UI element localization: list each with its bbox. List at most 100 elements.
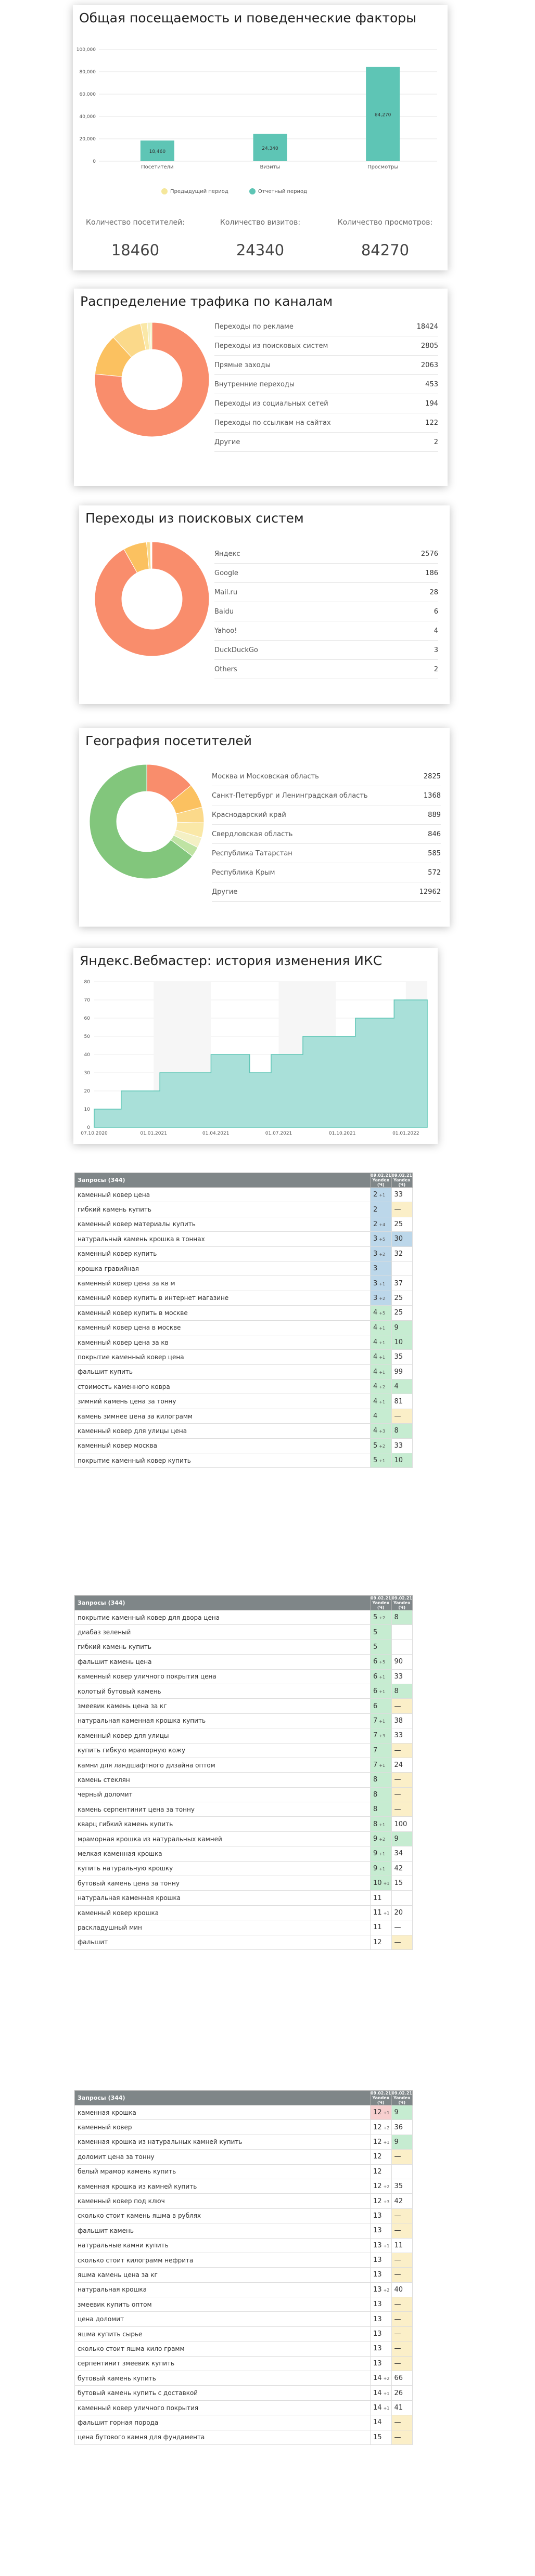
position-google-cell: — xyxy=(391,2326,413,2342)
position-google-cell: 24 xyxy=(391,1757,413,1773)
legend-row: Внутренние переходы 453 xyxy=(214,375,438,394)
position-value: 7 xyxy=(373,1761,378,1770)
position-delta: +1 xyxy=(379,1822,386,1827)
stat-value: 84270 xyxy=(361,241,410,259)
table-row: крошка гравийная 3 xyxy=(74,1260,413,1277)
position-cell: 4 +1 xyxy=(370,1320,392,1335)
position-delta: +2 xyxy=(383,2287,390,2293)
position-value: 6 xyxy=(373,1672,378,1681)
position-cell: 11 xyxy=(370,1920,392,1935)
stat-visitors: Количество посетителей: 18460 xyxy=(73,218,198,259)
table-row: камни для ландшафтного дизайна оптом 7 +1 2… xyxy=(74,1757,413,1773)
legend-row-label: Переходы по рекламе xyxy=(214,322,294,331)
table-header-cell[interactable]: 09.02.21 Yandex (Ч) xyxy=(391,1173,413,1188)
position-google-cell: 33 xyxy=(391,1187,413,1203)
bar-current[interactable] xyxy=(366,67,400,161)
legend-current[interactable]: Отчетный период xyxy=(249,188,307,194)
donut-slice[interactable] xyxy=(94,322,210,437)
position-google-cell: 25 xyxy=(391,1305,413,1321)
legend-row: Санкт-Петербург и Ленинградская область 1… xyxy=(212,786,441,805)
position-google-cell: — xyxy=(391,1408,413,1424)
legend-row: Google 186 xyxy=(214,564,438,583)
position-cell: 13 xyxy=(370,2223,392,2239)
traffic-channels-title: Распределение трафика по каналам xyxy=(80,294,333,309)
table-row: раскладушный мин 11 — xyxy=(74,1920,413,1935)
table-row: серпентинит змеевик купить 13 — xyxy=(74,2356,413,2372)
legend-row: Прямые заходы 2063 xyxy=(214,356,438,375)
x-tick-label: 01.07.2021 xyxy=(265,1131,292,1136)
position-cell: 11 +1 xyxy=(370,1905,392,1921)
iks-history-card: Яндекс.Вебмастер: история изменения ИКС … xyxy=(73,948,438,1144)
legend-row: Переходы по рекламе 18424 xyxy=(214,317,438,336)
table-row: яшма купить сырье 13 — xyxy=(74,2326,413,2342)
traffic-channel-list: Переходы по рекламе 18424 Переходы из поис… xyxy=(214,317,438,452)
position-value: 13 xyxy=(373,2285,382,2294)
y-tick-label: 10 xyxy=(84,1107,91,1112)
position-google-cell: — xyxy=(391,1202,413,1217)
table-header-cell[interactable]: 09.02.21 Yandex (Ч) xyxy=(370,2090,392,2105)
donut-slice[interactable] xyxy=(94,541,210,657)
table-header-cell[interactable]: Запросы (344) xyxy=(74,1595,371,1610)
position-value: 4 xyxy=(373,1412,378,1421)
legend-row-value: 585 xyxy=(428,849,441,857)
search-engines-card: Переходы из поисковых систем Яндекс 2576 G… xyxy=(79,505,450,704)
position-delta: +2 xyxy=(383,2184,390,2190)
geography-card: География посетителей Москва и Московска… xyxy=(79,728,450,927)
position-value: 12 xyxy=(373,2167,382,2176)
y-tick-label: 80 xyxy=(84,980,91,985)
position-cell: 7 +1 xyxy=(370,1713,392,1729)
legend-row-label: Yahoo! xyxy=(214,627,237,635)
legend-row-label: Другие xyxy=(212,888,238,896)
bar-value-label: 24,340 xyxy=(262,146,278,151)
stat-visits: Количество визитов: 24340 xyxy=(198,218,323,259)
position-value: 3 xyxy=(373,1250,378,1258)
position-google-cell xyxy=(391,1639,413,1655)
position-google-cell: 100 xyxy=(391,1816,413,1832)
query-cell: натуральные камни купить xyxy=(74,2237,371,2253)
bar-current[interactable] xyxy=(140,140,174,161)
position-google-cell: 26 xyxy=(391,2385,413,2401)
stat-label: Количество просмотров: xyxy=(337,218,433,227)
position-cell: 4 +1 xyxy=(370,1364,392,1380)
donut-slice[interactable] xyxy=(89,764,193,879)
table-row: каменный ковер уличного покрытия цена 6 +1… xyxy=(74,1669,413,1684)
position-value: 8 xyxy=(373,1820,378,1828)
table-header-cell[interactable]: Запросы (344) xyxy=(74,2090,371,2105)
y-tick-label: 60 xyxy=(84,1016,91,1021)
bar-current[interactable] xyxy=(253,134,287,161)
legend-row-value: 3 xyxy=(434,646,438,654)
position-value: 4 xyxy=(373,1368,378,1376)
y-tick-label: 30 xyxy=(84,1071,91,1076)
table-row: натуральная каменная крошка купить 7 +1 38 xyxy=(74,1713,413,1729)
position-delta: +1 xyxy=(379,1193,386,1198)
position-google-cell: — xyxy=(391,1934,413,1950)
position-value: 10 xyxy=(373,1879,382,1888)
legend-previous[interactable]: Предыдущий период xyxy=(161,188,228,194)
legend-row-value: 194 xyxy=(425,399,438,408)
table-row: доломит цена за тонну 12 — xyxy=(74,2149,413,2165)
position-google-cell: 36 xyxy=(391,2119,413,2135)
query-cell: фальшит купить xyxy=(74,1364,371,1380)
table-row: каменная крошка 12 +1 9 xyxy=(74,2104,413,2120)
table-header-cell[interactable]: 09.02.21 Yandex (Ч) xyxy=(391,1595,413,1610)
position-delta: +3 xyxy=(379,1429,386,1434)
position-cell: 14 xyxy=(370,2415,392,2430)
position-cell: 14 +2 xyxy=(370,2371,392,2386)
table-header-cell[interactable]: 09.02.21 Yandex (Ч) xyxy=(370,1595,392,1610)
legend-row: Республика Крым 572 xyxy=(212,863,441,882)
query-cell: раскладушный мин xyxy=(74,1920,371,1935)
table-row: камень стеклян 8 — xyxy=(74,1772,413,1788)
position-cell: 13 +2 xyxy=(370,2282,392,2298)
table-header-cell[interactable]: Запросы (344) xyxy=(74,1173,371,1188)
iks-area[interactable] xyxy=(94,999,428,1128)
query-cell: яшма купить сырье xyxy=(74,2326,371,2342)
position-cell: 9 +1 xyxy=(370,1846,392,1862)
position-delta: +4 xyxy=(379,1222,386,1227)
position-value: 11 xyxy=(373,1909,382,1917)
table-header-cell[interactable]: 09.02.21 Yandex (Ч) xyxy=(391,2090,413,2105)
table-header-cell[interactable]: 09.02.21 Yandex (Ч) xyxy=(370,1173,392,1188)
query-cell: яшма камень цена за кг xyxy=(74,2267,371,2283)
query-cell: сколько стоит яшма кило грамм xyxy=(74,2341,371,2357)
traffic-donut-chart xyxy=(94,322,210,437)
position-value: 15 xyxy=(373,2433,382,2441)
